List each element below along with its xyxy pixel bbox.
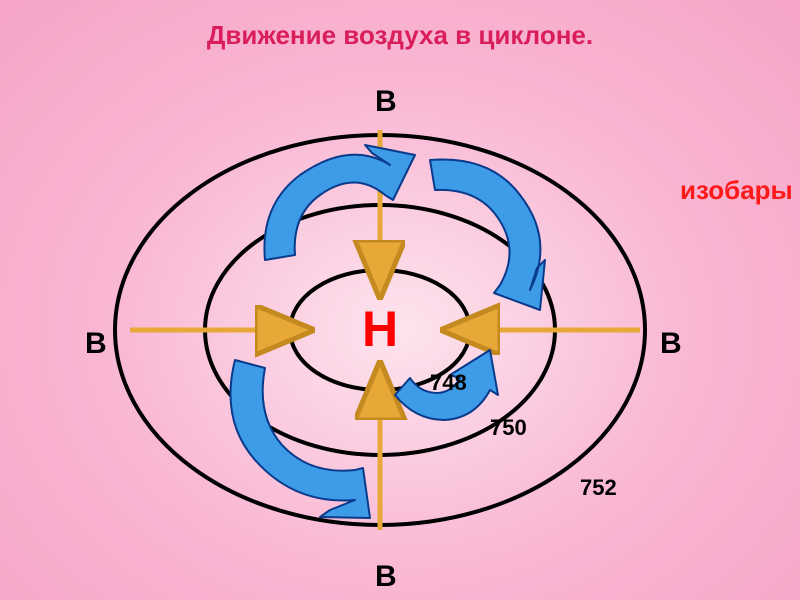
- center-low-pressure: Н: [362, 300, 398, 358]
- cardinal-label: В: [375, 560, 397, 594]
- cyclone-diagram: [0, 0, 800, 600]
- curved-arrow-bottom-left: [231, 360, 371, 518]
- cardinal-label: В: [375, 85, 397, 119]
- curved-arrow-right: [430, 159, 545, 310]
- pressure-value: 748: [430, 370, 467, 396]
- isobar-label: изобары: [680, 175, 793, 206]
- cardinal-label: В: [660, 327, 682, 361]
- curved-arrow-top: [264, 145, 415, 260]
- pressure-value: 750: [490, 415, 527, 441]
- cardinal-label: В: [85, 327, 107, 361]
- diagram-title: Движение воздуха в циклоне.: [207, 20, 593, 51]
- pressure-value: 752: [580, 475, 617, 501]
